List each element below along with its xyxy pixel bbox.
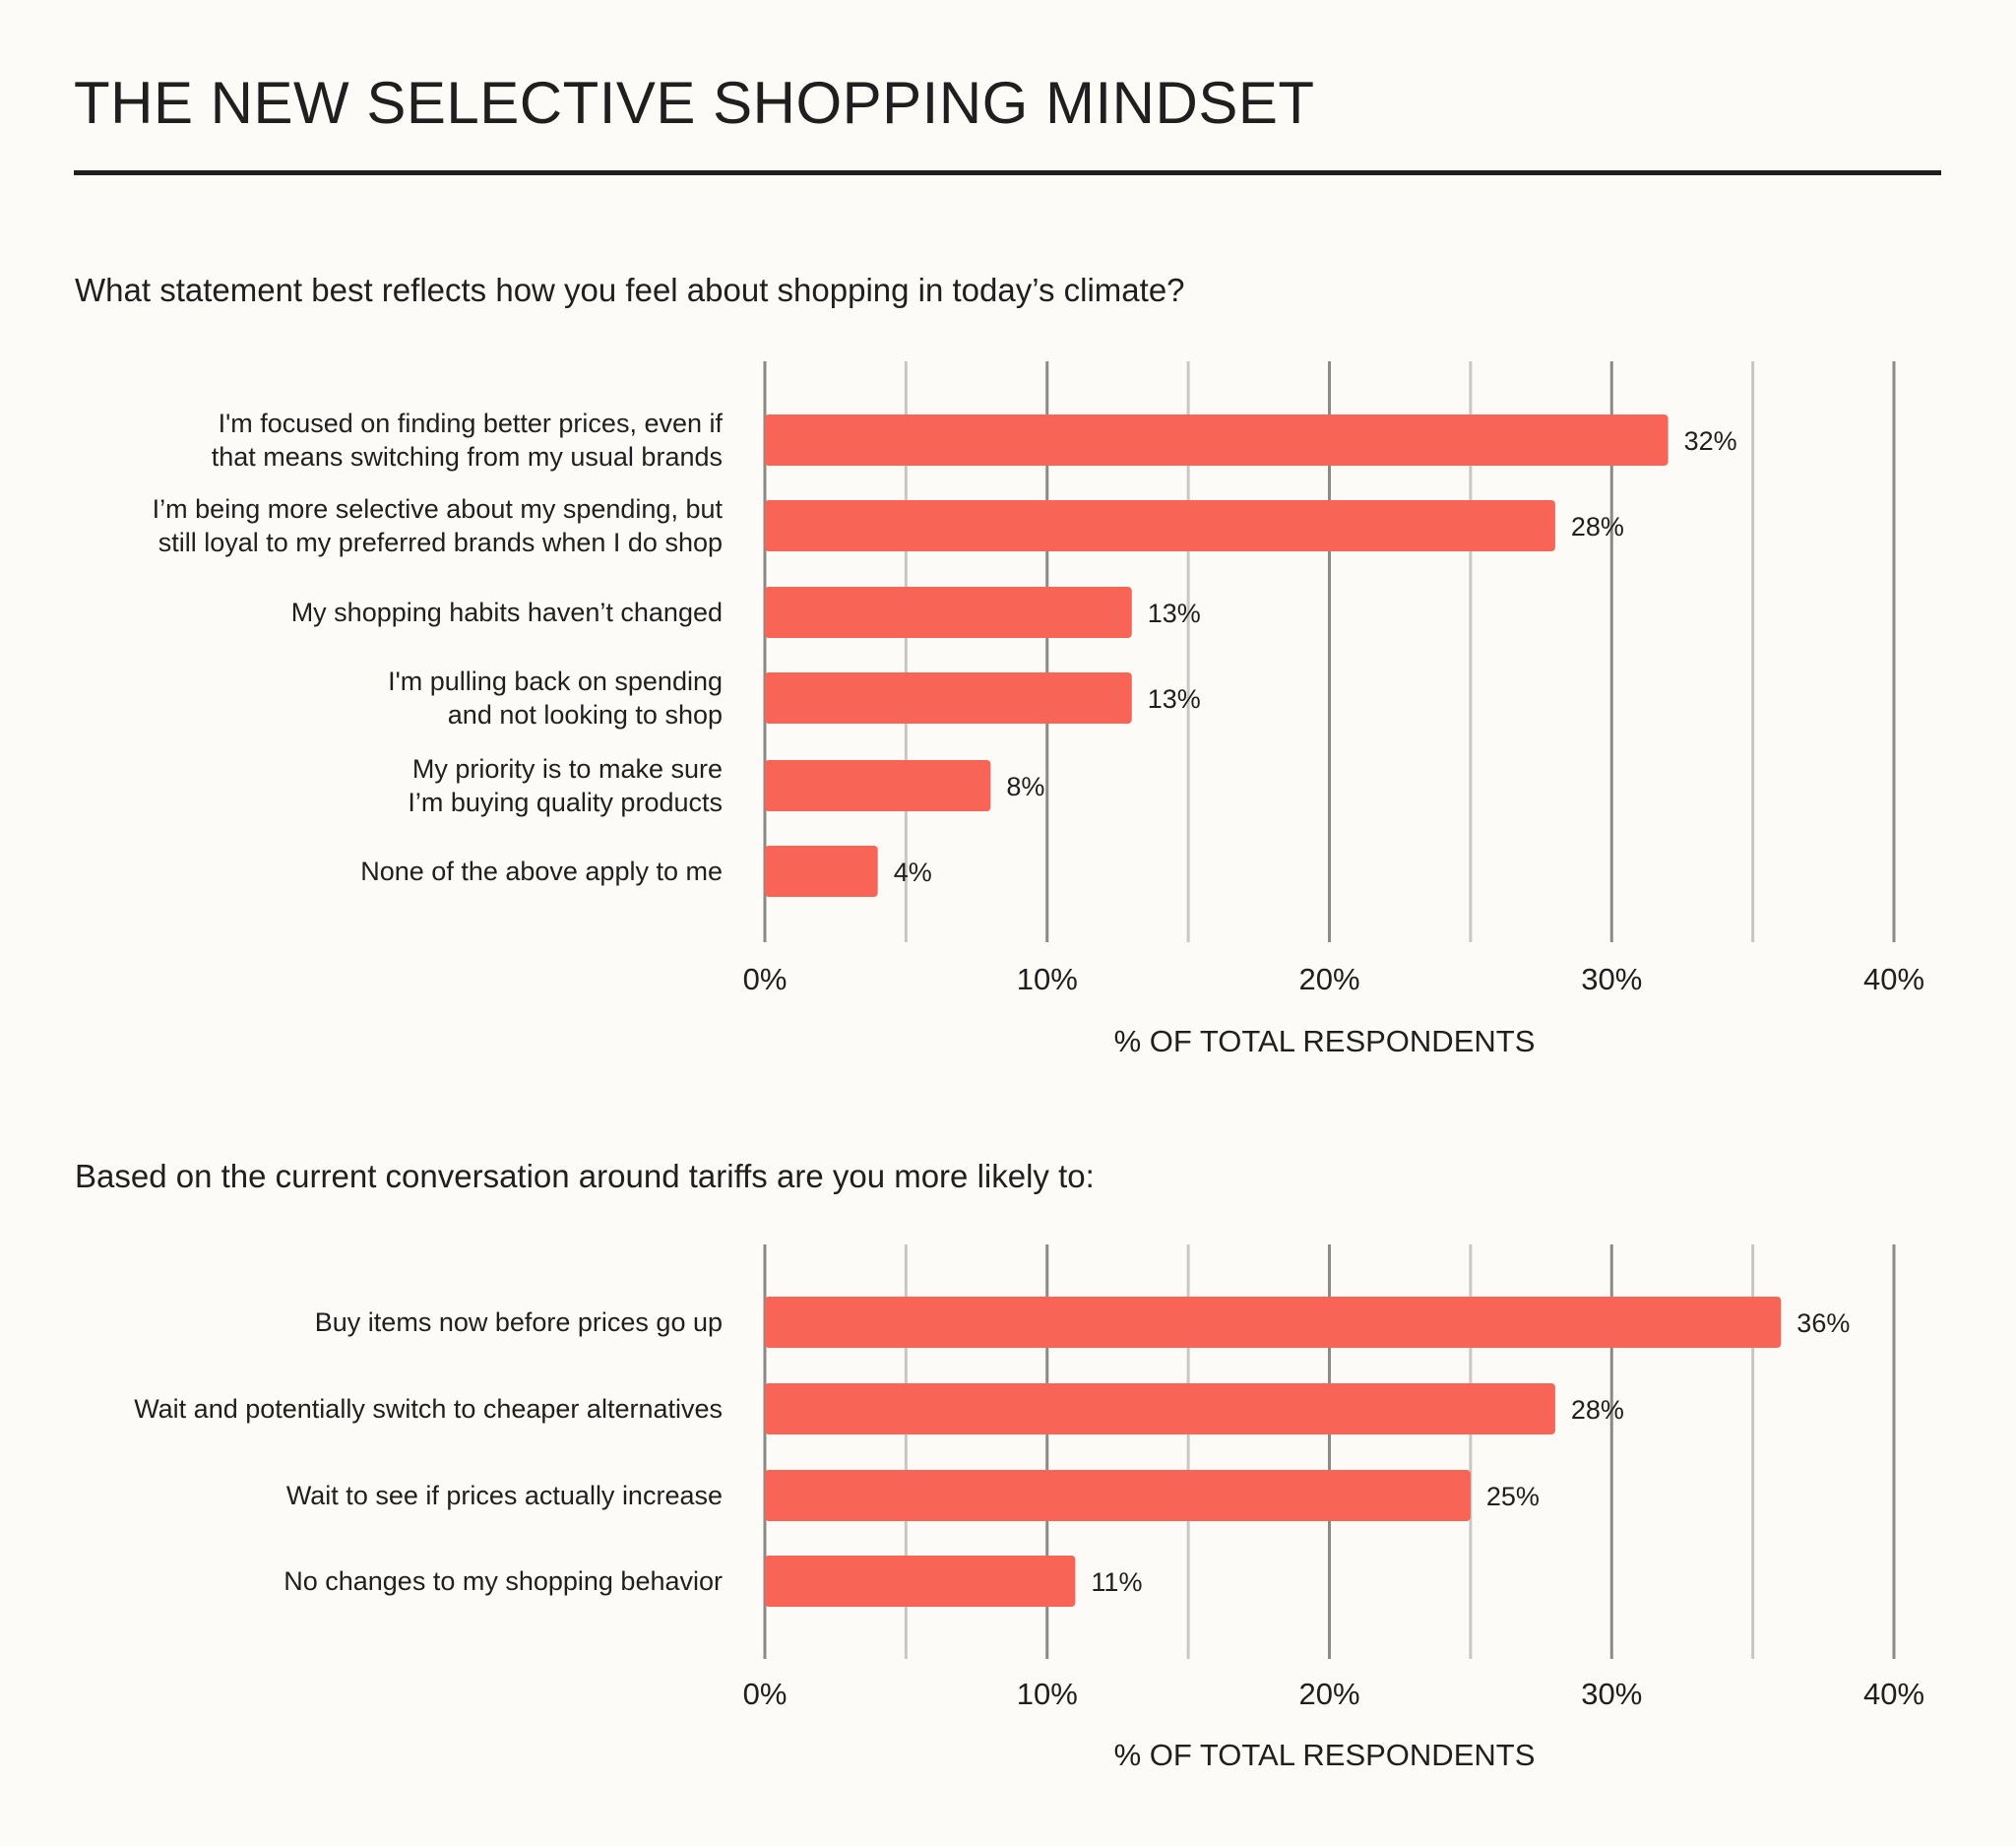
x-tick-label: 40% — [1863, 1677, 1924, 1711]
category-label: I’m being more selective about my spendi… — [153, 494, 724, 524]
data-label: 28% — [1571, 512, 1624, 541]
data-label: 11% — [1091, 1567, 1142, 1597]
category-label: Buy items now before prices go up — [315, 1307, 723, 1337]
data-label: 13% — [1148, 599, 1201, 628]
category-label: I'm pulling back on spending — [388, 667, 723, 696]
page-title: THE NEW SELECTIVE SHOPPING MINDSET — [74, 70, 1315, 136]
x-tick-label: 30% — [1581, 1677, 1642, 1711]
x-tick-label: 20% — [1298, 1677, 1359, 1711]
x-tick-label: 20% — [1298, 962, 1359, 996]
data-label: 28% — [1571, 1395, 1624, 1425]
chart-1-question: What statement best reflects how you fee… — [75, 272, 1185, 308]
bar — [765, 1383, 1555, 1434]
data-label: 32% — [1684, 426, 1737, 456]
category-label: None of the above apply to me — [360, 857, 723, 886]
data-label: 25% — [1486, 1482, 1540, 1511]
category-label: My priority is to make sure — [412, 754, 723, 784]
bar — [765, 760, 991, 811]
data-label: 4% — [894, 858, 932, 887]
bar — [765, 846, 878, 897]
x-tick-label: 0% — [743, 962, 788, 996]
category-label: My shopping habits haven’t changed — [291, 598, 723, 627]
category-label: I’m buying quality products — [408, 788, 723, 817]
title-divider — [74, 170, 1941, 175]
x-tick-label: 40% — [1863, 962, 1924, 996]
category-label: that means switching from my usual brand… — [212, 442, 723, 472]
bar — [765, 587, 1132, 638]
x-axis-title: % OF TOTAL RESPONDENTS — [1114, 1738, 1536, 1772]
bar — [765, 1470, 1471, 1521]
x-tick-label: 0% — [743, 1677, 788, 1711]
category-label: and not looking to shop — [448, 700, 723, 730]
chart-2-question: Based on the current conversation around… — [75, 1158, 1095, 1194]
bar — [765, 500, 1555, 551]
data-label: 8% — [1006, 772, 1044, 801]
bar — [765, 1556, 1076, 1607]
data-label: 13% — [1148, 684, 1201, 714]
x-tick-label: 30% — [1581, 962, 1642, 996]
bar — [765, 1297, 1782, 1348]
data-label: 36% — [1796, 1308, 1850, 1338]
x-tick-label: 10% — [1017, 1677, 1078, 1711]
category-label: Wait to see if prices actually increase — [286, 1481, 723, 1510]
category-label: I'm focused on finding better prices, ev… — [219, 409, 724, 438]
category-label: Wait and potentially switch to cheaper a… — [134, 1394, 723, 1424]
category-label: No changes to my shopping behavior — [284, 1566, 723, 1596]
x-tick-label: 10% — [1017, 962, 1078, 996]
bar — [765, 672, 1132, 724]
category-label: still loyal to my preferred brands when … — [158, 528, 723, 557]
bar — [765, 414, 1669, 466]
x-axis-title: % OF TOTAL RESPONDENTS — [1114, 1024, 1536, 1058]
